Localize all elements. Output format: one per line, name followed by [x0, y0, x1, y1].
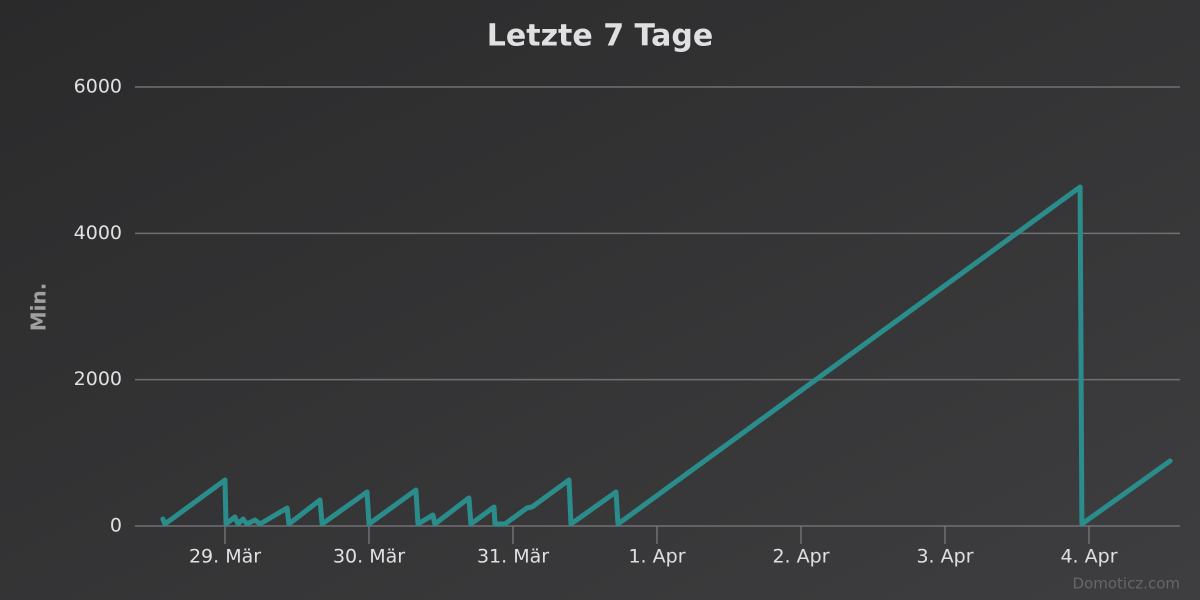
x-tick-label: 4. Apr	[1060, 546, 1117, 568]
x-tick-label: 3. Apr	[916, 546, 973, 568]
y-tick-label: 4000	[74, 222, 122, 244]
x-tick-label: 29. Mär	[189, 546, 261, 568]
credit: Domoticz.com	[1073, 575, 1181, 593]
y-axis-label: Min.	[27, 283, 51, 332]
y-tick-label: 0	[110, 515, 122, 537]
x-tick-label: 1. Apr	[628, 546, 685, 568]
y-tick-label: 2000	[74, 368, 122, 390]
x-tick-label: 31. Mär	[477, 546, 549, 568]
x-tick-label: 30. Mär	[333, 546, 405, 568]
data-line	[160, 184, 1173, 527]
chart-title: Letzte 7 Tage	[487, 19, 713, 54]
y-tick-label: 6000	[74, 76, 122, 98]
x-tick-label: 2. Apr	[772, 546, 829, 568]
